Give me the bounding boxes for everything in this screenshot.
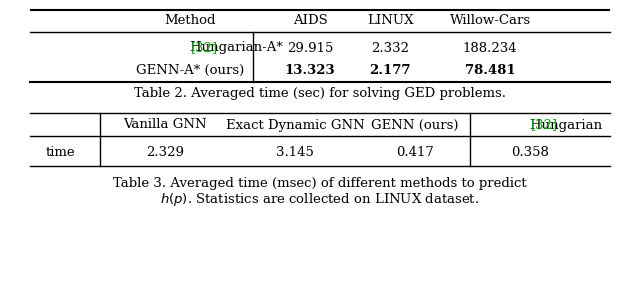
Text: GENN-A* (ours): GENN-A* (ours)	[136, 64, 244, 76]
Text: AIDS: AIDS	[292, 15, 328, 28]
Text: [32]: [32]	[191, 41, 218, 54]
Text: Table 2. Averaged time (sec) for solving GED problems.: Table 2. Averaged time (sec) for solving…	[134, 88, 506, 101]
Text: Vanilla GNN: Vanilla GNN	[123, 118, 207, 131]
Text: Willow-Cars: Willow-Cars	[449, 15, 531, 28]
Text: Hungarian: Hungarian	[529, 118, 606, 131]
Text: LINUX: LINUX	[367, 15, 413, 28]
Text: time: time	[45, 147, 75, 160]
Text: $h(p)$. Statistics are collected on LINUX dataset.: $h(p)$. Statistics are collected on LINU…	[161, 192, 479, 208]
Text: 2.332: 2.332	[371, 41, 409, 54]
Text: GENN (ours): GENN (ours)	[371, 118, 459, 131]
Text: 78.481: 78.481	[465, 64, 515, 76]
Text: 13.323: 13.323	[285, 64, 335, 76]
Text: 0.417: 0.417	[396, 147, 434, 160]
Text: 188.234: 188.234	[463, 41, 517, 54]
Text: 3.145: 3.145	[276, 147, 314, 160]
Text: Hungarian-A*: Hungarian-A*	[189, 41, 287, 54]
Text: Method: Method	[164, 15, 216, 28]
Text: 29.915: 29.915	[287, 41, 333, 54]
Text: Exact Dynamic GNN: Exact Dynamic GNN	[226, 118, 364, 131]
Text: Table 3. Averaged time (msec) of different methods to predict: Table 3. Averaged time (msec) of differe…	[113, 176, 527, 189]
Text: 2.177: 2.177	[369, 64, 411, 76]
Text: 2.329: 2.329	[146, 147, 184, 160]
Text: 0.358: 0.358	[511, 147, 549, 160]
Text: [32]: [32]	[531, 118, 557, 131]
